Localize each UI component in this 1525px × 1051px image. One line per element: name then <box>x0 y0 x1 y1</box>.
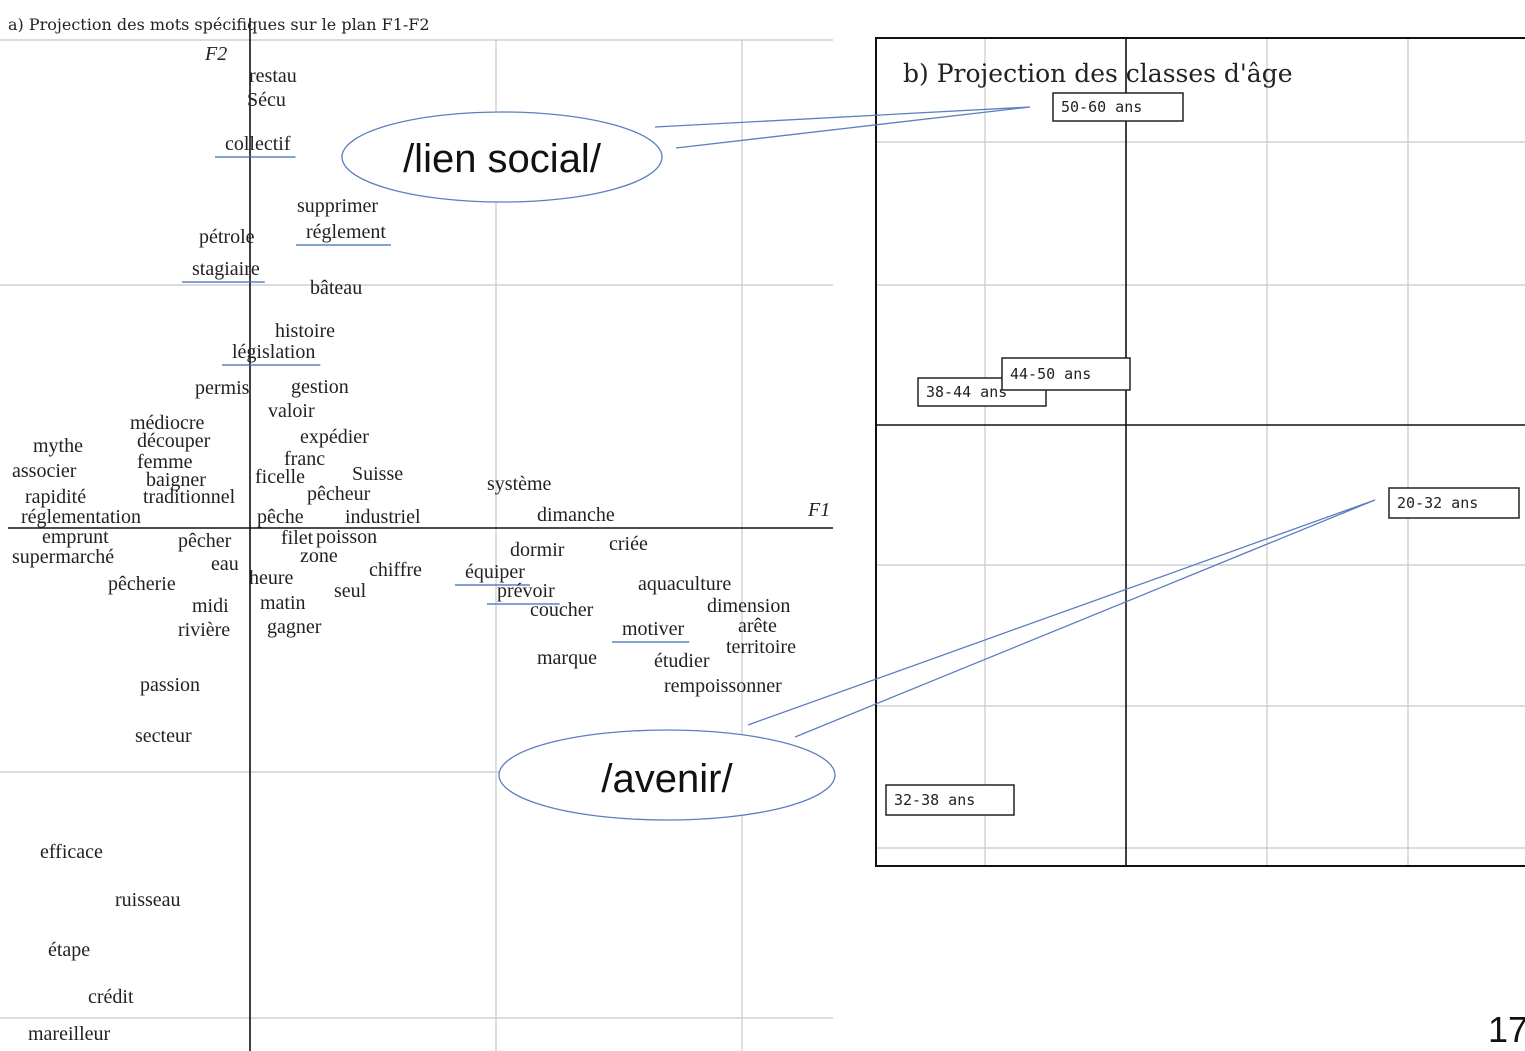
word: rivière <box>178 619 230 641</box>
word: passion <box>140 674 200 696</box>
word: pétrole <box>199 226 255 248</box>
word: motiver <box>622 618 685 640</box>
word: mareilleur <box>28 1023 111 1045</box>
word: étape <box>48 939 90 961</box>
panel-a: a) Projection des mots spécifiques sur l… <box>0 15 833 1051</box>
word: pêcheur <box>307 483 371 505</box>
word: rempoissonner <box>664 675 782 697</box>
word: seul <box>334 580 367 602</box>
word: criée <box>609 533 648 555</box>
word: dimension <box>707 595 790 617</box>
callout <box>498 729 836 821</box>
word: zone <box>300 545 338 567</box>
word: baigner <box>146 469 206 491</box>
word: emprunt <box>42 526 109 548</box>
word: expédier <box>300 426 369 448</box>
callout-pointer <box>654 106 1031 149</box>
word: gagner <box>267 616 322 638</box>
word: femme <box>137 451 193 473</box>
word: valoir <box>268 400 315 422</box>
class-box <box>1052 92 1184 122</box>
word: traditionnel <box>143 486 236 508</box>
panel-title: b) Projection des classes d'âge <box>903 59 1293 88</box>
word: franc <box>284 448 325 470</box>
word: chiffre <box>369 559 422 581</box>
class-label: 38-44 ans <box>926 383 1007 401</box>
word: étudier <box>654 650 710 672</box>
class-box <box>1388 487 1520 519</box>
word: restau <box>249 65 297 87</box>
word: ficelle <box>255 466 305 488</box>
word: aquaculture <box>638 573 731 595</box>
frame <box>875 37 1525 867</box>
word: coucher <box>530 599 594 621</box>
word: associer <box>12 460 77 482</box>
page-number: 17 <box>1488 1009 1525 1050</box>
word: dormir <box>510 539 565 561</box>
word: territoire <box>726 636 796 658</box>
word: bâteau <box>310 277 362 299</box>
word: Sécu <box>247 89 286 111</box>
word: histoire <box>275 320 335 342</box>
word: pêcher <box>178 530 232 552</box>
class-label: 50-60 ans <box>1061 98 1142 116</box>
word: pêche <box>257 506 304 528</box>
word: marque <box>537 647 597 669</box>
panel-title: a) Projection des mots spécifiques sur l… <box>8 15 430 34</box>
word: permis <box>195 377 250 399</box>
class-box <box>1001 357 1131 391</box>
word: équiper <box>465 561 525 583</box>
word: médiocre <box>130 412 205 434</box>
word: efficace <box>40 841 103 863</box>
word: prévoir <box>497 580 555 602</box>
word: midi <box>192 595 229 617</box>
word: dimanche <box>537 504 615 526</box>
class-box <box>917 377 1047 407</box>
word: législation <box>232 341 315 363</box>
word: secteur <box>135 725 192 747</box>
word: heure <box>249 567 294 589</box>
class-label: 44-50 ans <box>1010 365 1091 383</box>
word: rapidité <box>25 486 86 508</box>
word: Suisse <box>352 463 403 485</box>
word: poisson <box>316 526 377 548</box>
word: gestion <box>291 376 349 398</box>
class-box <box>885 784 1015 816</box>
word: réglement <box>306 221 386 243</box>
axis-label: F2 <box>204 43 227 65</box>
word: matin <box>260 592 306 614</box>
callout <box>341 111 663 203</box>
word: mythe <box>33 435 83 457</box>
panel-b: b) Projection des classes d'âge 50-60 an… <box>875 37 1525 867</box>
word: réglementation <box>21 506 141 528</box>
word: système <box>487 473 552 495</box>
word: crédit <box>88 986 134 1008</box>
axis-label: F1 <box>807 499 830 521</box>
word: ruisseau <box>115 889 181 911</box>
word: stagiaire <box>192 258 260 280</box>
word: découper <box>137 430 211 452</box>
callout-pointer <box>747 499 1376 738</box>
word: pêcherie <box>108 573 176 595</box>
word: collectif <box>225 133 291 155</box>
word: arête <box>738 615 777 637</box>
callout-text: /avenir/ <box>601 757 733 801</box>
callout-text: /lien social/ <box>403 137 602 181</box>
callouts: /lien social/ /avenir/ <box>341 106 1376 821</box>
word: supprimer <box>297 195 378 217</box>
class-label: 32-38 ans <box>894 791 975 809</box>
word: industriel <box>345 506 421 528</box>
word: eau <box>211 553 239 575</box>
word: filet <box>281 527 314 549</box>
word: supermarché <box>12 546 114 568</box>
class-label: 20-32 ans <box>1397 494 1478 512</box>
